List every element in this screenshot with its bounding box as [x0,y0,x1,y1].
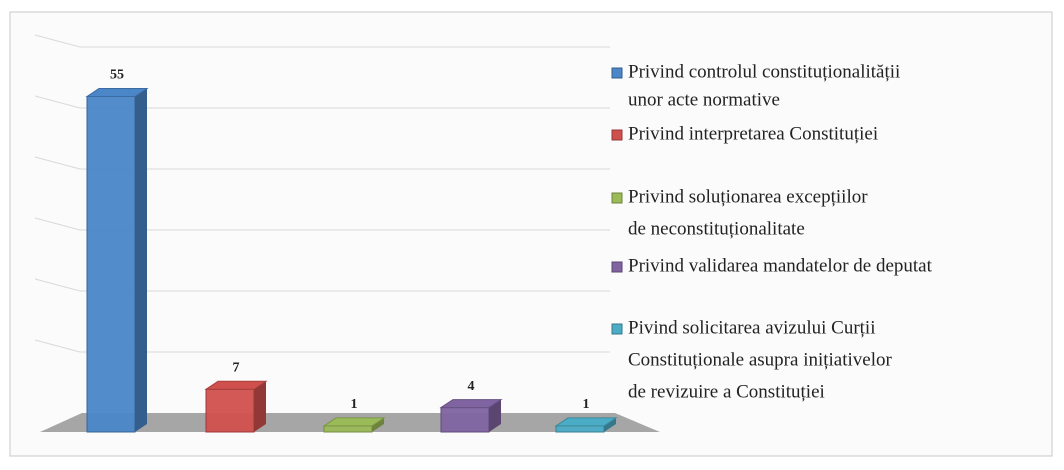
bar [554,417,618,433]
bar [322,417,386,433]
bar-side [372,417,384,432]
bar-top [85,88,149,97]
bar-front [555,425,605,433]
bar-side [489,399,501,432]
legend-label: unor acte normative [628,89,780,110]
legend-swatch [611,192,623,204]
data-label: 7 [233,361,240,376]
bar [439,399,503,433]
legend-label: Privind validarea mandatelor de deputat [628,255,933,276]
legend-swatch [611,261,623,273]
bar-front [323,425,373,433]
legend-label: Pivind solicitarea avizului Curții [628,317,875,338]
legend-swatch [611,129,623,141]
grid-line [34,156,610,170]
bar-top [439,399,503,409]
legend-label: de neconstituționalitate [628,218,805,239]
legend-label: de revizuire a Constituției [628,381,825,402]
data-label: 1 [583,397,590,412]
bar-top [204,380,268,390]
legend-label: Privind soluționarea excepțiilor [628,186,868,207]
bar [85,88,149,433]
data-label: 55 [110,68,124,83]
grid-line [34,217,610,231]
grid-line [34,278,610,292]
bar-front [205,388,255,433]
grid-line [34,339,610,353]
legend-label: Constituționale asupra inițiativelor [628,349,893,370]
bar-side [254,381,266,432]
bar-front [440,407,490,433]
grid-line [34,34,610,48]
data-label: 1 [351,397,358,412]
bar-front [86,96,136,433]
legend-swatch [611,323,623,335]
bar-top [554,417,618,427]
legend-label: Privind controlul constituționalității [628,61,900,82]
bar-side [604,417,616,432]
chart-frame [9,11,1053,457]
bar [204,380,268,433]
data-label: 4 [468,379,475,394]
bar-top [322,417,386,427]
legend-label: Privind interpretarea Constituției [628,123,878,144]
grid-line [34,95,610,109]
legend-swatch [611,67,623,79]
bar-side [135,88,147,432]
